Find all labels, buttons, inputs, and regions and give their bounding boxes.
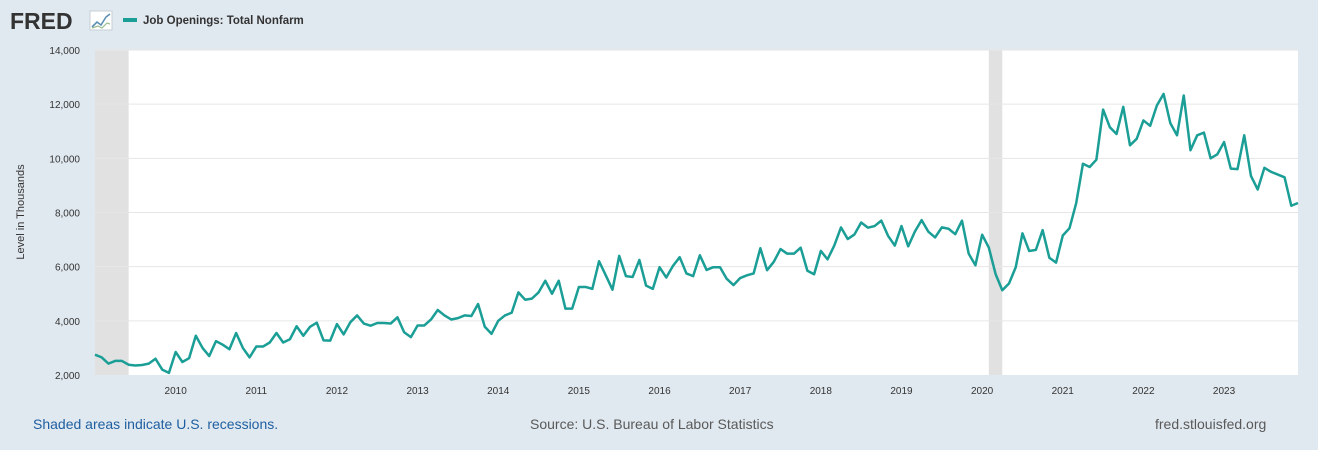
- x-tick-label: 2017: [729, 386, 752, 397]
- x-tick-label: 2022: [1132, 386, 1155, 397]
- series-line-job-openings[interactable]: [94, 92, 1299, 375]
- y-tick-label: 6,000: [55, 263, 80, 274]
- source-note: Source: U.S. Bureau of Labor Statistics: [530, 416, 774, 432]
- x-tick-label: 2016: [648, 386, 671, 397]
- x-tick-label: 2010: [165, 386, 188, 397]
- x-tick-label: 2019: [890, 386, 913, 397]
- y-tick-label: 2,000: [55, 371, 80, 382]
- y-tick-label: 10,000: [49, 154, 80, 165]
- site-link[interactable]: fred.stlouisfed.org: [1155, 416, 1267, 432]
- y-tick-label: 8,000: [55, 209, 80, 220]
- y-tick-labels: 2,000 4,000 6,000 8,000 10,000 12,000 14,000: [49, 46, 80, 382]
- y-tick-label: 14,000: [49, 46, 80, 57]
- x-tick-label: 2020: [971, 386, 994, 397]
- x-tick-label: 2015: [568, 386, 591, 397]
- x-tick-label: 2014: [487, 386, 510, 397]
- legend-series-title[interactable]: Job Openings: Total Nonfarm: [143, 15, 304, 27]
- x-tick-label: 2012: [326, 386, 349, 397]
- x-tick-label: 2021: [1052, 386, 1075, 397]
- y-tick-label: 4,000: [55, 317, 80, 328]
- y-axis-label: Level in Thousands: [15, 164, 27, 260]
- fred-logo-text[interactable]: FRED: [10, 8, 73, 34]
- x-tick-label: 2011: [246, 386, 268, 397]
- x-tick-label: 2018: [810, 386, 833, 397]
- x-tick-labels: 2010 2011 2012 2013 2014 2015 2016 2017 2018 2019…: [165, 386, 1236, 397]
- x-tick-label: 2013: [406, 386, 429, 397]
- y-tick-label: 12,000: [49, 100, 80, 111]
- series-layer[interactable]: [94, 92, 1299, 375]
- recession-note: Shaded areas indicate U.S. recessions.: [33, 416, 279, 432]
- fred-logo-graph-icon: [89, 10, 113, 31]
- x-tick-label: 2023: [1213, 386, 1236, 397]
